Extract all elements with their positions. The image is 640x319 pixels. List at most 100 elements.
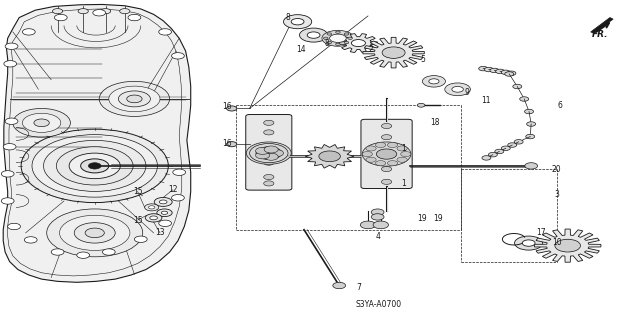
- FancyBboxPatch shape: [361, 119, 412, 189]
- Text: 14: 14: [296, 45, 306, 54]
- Circle shape: [128, 14, 141, 21]
- Circle shape: [323, 37, 328, 40]
- FancyBboxPatch shape: [246, 115, 292, 190]
- Circle shape: [322, 30, 354, 46]
- Circle shape: [376, 142, 386, 147]
- Circle shape: [47, 209, 143, 257]
- Circle shape: [513, 84, 522, 89]
- Circle shape: [556, 240, 579, 251]
- Circle shape: [21, 129, 168, 203]
- Circle shape: [362, 142, 411, 166]
- Text: 8: 8: [324, 39, 329, 48]
- Text: 8: 8: [285, 13, 291, 22]
- Circle shape: [8, 223, 20, 230]
- Circle shape: [429, 79, 439, 84]
- Circle shape: [74, 223, 115, 243]
- Circle shape: [4, 61, 17, 67]
- Circle shape: [417, 103, 425, 107]
- Polygon shape: [363, 37, 424, 68]
- Circle shape: [514, 140, 523, 144]
- Circle shape: [505, 72, 514, 76]
- Circle shape: [100, 9, 111, 14]
- Circle shape: [527, 122, 536, 126]
- Circle shape: [284, 15, 312, 29]
- Circle shape: [127, 95, 142, 103]
- Circle shape: [227, 106, 237, 111]
- Circle shape: [362, 152, 372, 157]
- Circle shape: [256, 147, 282, 160]
- Circle shape: [366, 157, 376, 162]
- Circle shape: [501, 70, 510, 75]
- Circle shape: [525, 109, 534, 114]
- Text: 18: 18: [431, 118, 440, 127]
- Circle shape: [264, 181, 274, 186]
- Text: 15: 15: [132, 187, 143, 196]
- Circle shape: [109, 86, 160, 112]
- Text: 12: 12: [168, 185, 177, 194]
- Circle shape: [161, 211, 168, 214]
- Circle shape: [525, 163, 538, 169]
- Circle shape: [381, 123, 392, 129]
- Circle shape: [159, 220, 172, 226]
- Circle shape: [383, 47, 404, 58]
- Circle shape: [5, 43, 18, 49]
- Text: 1: 1: [401, 179, 406, 188]
- Circle shape: [24, 237, 37, 243]
- Circle shape: [52, 9, 63, 14]
- Text: 16: 16: [222, 139, 232, 148]
- Polygon shape: [534, 229, 601, 262]
- Circle shape: [555, 239, 580, 252]
- Circle shape: [264, 153, 278, 160]
- Circle shape: [488, 152, 497, 157]
- Circle shape: [264, 146, 278, 153]
- Circle shape: [381, 151, 392, 156]
- Circle shape: [134, 236, 147, 242]
- Text: 4: 4: [375, 232, 380, 241]
- Circle shape: [401, 152, 411, 157]
- Circle shape: [319, 151, 340, 162]
- Circle shape: [22, 29, 35, 35]
- Polygon shape: [339, 34, 378, 52]
- Circle shape: [44, 140, 146, 191]
- Circle shape: [515, 236, 543, 250]
- Text: 6: 6: [557, 101, 563, 110]
- Circle shape: [387, 161, 397, 166]
- Circle shape: [3, 144, 16, 150]
- Text: 2: 2: [369, 45, 374, 54]
- Text: 19: 19: [417, 214, 428, 223]
- Circle shape: [371, 214, 384, 220]
- Circle shape: [264, 130, 274, 135]
- Circle shape: [99, 81, 170, 116]
- Circle shape: [13, 108, 70, 137]
- Circle shape: [376, 149, 397, 159]
- Circle shape: [495, 149, 504, 154]
- Circle shape: [22, 113, 61, 132]
- Text: 19: 19: [433, 214, 444, 223]
- Circle shape: [381, 167, 392, 172]
- Text: 16: 16: [222, 102, 232, 111]
- Circle shape: [484, 67, 493, 72]
- Circle shape: [525, 134, 534, 139]
- Text: 10: 10: [552, 238, 562, 247]
- Circle shape: [495, 69, 504, 74]
- Circle shape: [376, 161, 386, 166]
- Circle shape: [366, 146, 376, 151]
- Circle shape: [522, 240, 535, 246]
- Circle shape: [307, 32, 320, 38]
- Circle shape: [54, 14, 67, 21]
- Polygon shape: [305, 145, 354, 168]
- Circle shape: [157, 209, 172, 217]
- Circle shape: [255, 152, 269, 159]
- Circle shape: [264, 120, 274, 125]
- Circle shape: [34, 119, 49, 127]
- Circle shape: [148, 206, 155, 209]
- Circle shape: [51, 249, 64, 255]
- Text: 9: 9: [465, 88, 470, 97]
- Text: 3: 3: [554, 190, 559, 199]
- Circle shape: [264, 143, 274, 148]
- Circle shape: [93, 10, 106, 16]
- Circle shape: [173, 169, 186, 175]
- Circle shape: [1, 198, 14, 204]
- Circle shape: [5, 118, 18, 124]
- Circle shape: [333, 282, 346, 289]
